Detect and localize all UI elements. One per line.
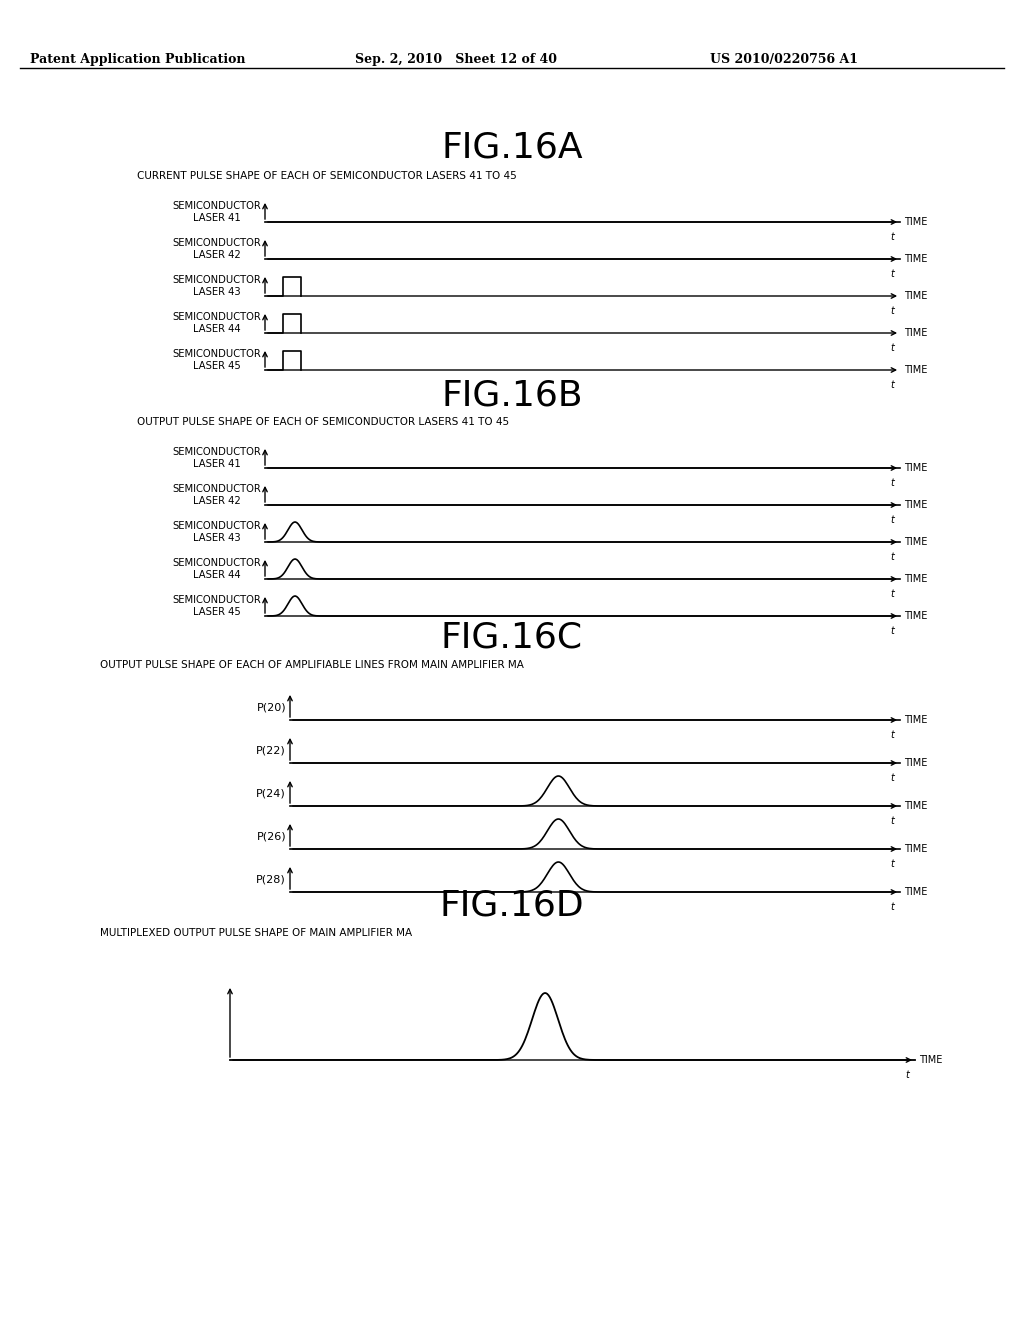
Text: TIME: TIME xyxy=(904,574,928,583)
Text: TIME: TIME xyxy=(904,537,928,546)
Text: P(20): P(20) xyxy=(256,702,286,713)
Text: SEMICONDUCTOR
LASER 43: SEMICONDUCTOR LASER 43 xyxy=(172,521,261,543)
Text: TIME: TIME xyxy=(904,216,928,227)
Text: P(24): P(24) xyxy=(256,788,286,799)
Text: TIME: TIME xyxy=(919,1055,942,1065)
Text: SEMICONDUCTOR
LASER 44: SEMICONDUCTOR LASER 44 xyxy=(172,558,261,579)
Text: CURRENT PULSE SHAPE OF EACH OF SEMICONDUCTOR LASERS 41 TO 45: CURRENT PULSE SHAPE OF EACH OF SEMICONDU… xyxy=(137,172,517,181)
Text: SEMICONDUCTOR
LASER 41: SEMICONDUCTOR LASER 41 xyxy=(172,201,261,223)
Text: t: t xyxy=(890,730,894,741)
Text: SEMICONDUCTOR
LASER 41: SEMICONDUCTOR LASER 41 xyxy=(172,447,261,469)
Text: t: t xyxy=(890,478,894,488)
Text: t: t xyxy=(890,626,894,636)
Text: t: t xyxy=(890,589,894,599)
Text: OUTPUT PULSE SHAPE OF EACH OF SEMICONDUCTOR LASERS 41 TO 45: OUTPUT PULSE SHAPE OF EACH OF SEMICONDUC… xyxy=(137,417,509,426)
Text: t: t xyxy=(890,515,894,525)
Text: t: t xyxy=(890,232,894,242)
Text: P(22): P(22) xyxy=(256,746,286,755)
Text: t: t xyxy=(890,859,894,869)
Text: t: t xyxy=(890,306,894,315)
Text: TIME: TIME xyxy=(904,887,928,898)
Text: t: t xyxy=(890,343,894,352)
Text: t: t xyxy=(890,552,894,562)
Text: t: t xyxy=(890,902,894,912)
Text: TIME: TIME xyxy=(904,801,928,810)
Text: SEMICONDUCTOR
LASER 44: SEMICONDUCTOR LASER 44 xyxy=(172,313,261,334)
Text: FIG.16B: FIG.16B xyxy=(441,378,583,412)
Text: t: t xyxy=(890,269,894,279)
Text: TIME: TIME xyxy=(904,253,928,264)
Text: t: t xyxy=(890,816,894,826)
Text: FIG.16D: FIG.16D xyxy=(439,888,585,923)
Text: TIME: TIME xyxy=(904,843,928,854)
Text: FIG.16A: FIG.16A xyxy=(441,131,583,165)
Text: SEMICONDUCTOR
LASER 42: SEMICONDUCTOR LASER 42 xyxy=(172,484,261,506)
Text: t: t xyxy=(890,380,894,389)
Text: Patent Application Publication: Patent Application Publication xyxy=(30,54,246,66)
Text: TIME: TIME xyxy=(904,366,928,375)
Text: TIME: TIME xyxy=(904,327,928,338)
Text: TIME: TIME xyxy=(904,758,928,768)
Text: TIME: TIME xyxy=(904,715,928,725)
Text: P(28): P(28) xyxy=(256,874,286,884)
Text: SEMICONDUCTOR
LASER 43: SEMICONDUCTOR LASER 43 xyxy=(172,276,261,297)
Text: TIME: TIME xyxy=(904,500,928,510)
Text: P(26): P(26) xyxy=(256,832,286,841)
Text: Sep. 2, 2010   Sheet 12 of 40: Sep. 2, 2010 Sheet 12 of 40 xyxy=(355,54,557,66)
Text: SEMICONDUCTOR
LASER 42: SEMICONDUCTOR LASER 42 xyxy=(172,239,261,260)
Text: FIG.16C: FIG.16C xyxy=(441,620,583,655)
Text: US 2010/0220756 A1: US 2010/0220756 A1 xyxy=(710,54,858,66)
Text: TIME: TIME xyxy=(904,290,928,301)
Text: t: t xyxy=(890,774,894,783)
Text: TIME: TIME xyxy=(904,463,928,473)
Text: SEMICONDUCTOR
LASER 45: SEMICONDUCTOR LASER 45 xyxy=(172,350,261,371)
Text: OUTPUT PULSE SHAPE OF EACH OF AMPLIFIABLE LINES FROM MAIN AMPLIFIER MA: OUTPUT PULSE SHAPE OF EACH OF AMPLIFIABL… xyxy=(100,660,524,671)
Text: SEMICONDUCTOR
LASER 45: SEMICONDUCTOR LASER 45 xyxy=(172,595,261,616)
Text: MULTIPLEXED OUTPUT PULSE SHAPE OF MAIN AMPLIFIER MA: MULTIPLEXED OUTPUT PULSE SHAPE OF MAIN A… xyxy=(100,928,412,939)
Text: t: t xyxy=(905,1071,909,1080)
Text: TIME: TIME xyxy=(904,611,928,620)
